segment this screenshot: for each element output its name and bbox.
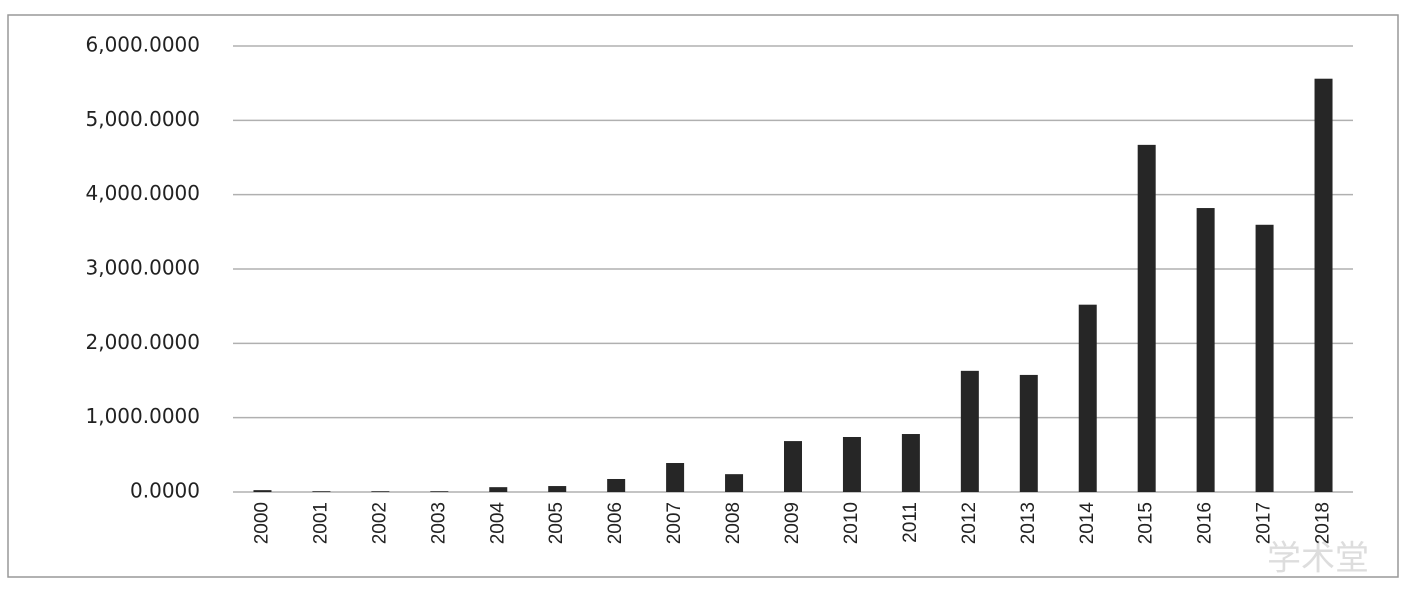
- x-tick-label: 2015: [1136, 502, 1157, 544]
- y-tick-label: 5,000.0000: [85, 107, 200, 131]
- bar: [842, 436, 861, 492]
- x-tick-label: 2002: [369, 502, 390, 544]
- x-tick-label: 2013: [1018, 502, 1039, 544]
- bar: [784, 441, 802, 492]
- bar: [1019, 374, 1038, 492]
- bar: [430, 491, 449, 492]
- bar: [548, 486, 567, 492]
- watermark: 学术堂: [1267, 539, 1369, 579]
- x-tick-label: 2009: [782, 502, 803, 544]
- bar: [312, 491, 331, 492]
- y-tick-label: 0.0000: [130, 479, 200, 503]
- y-tick-label: 6,000.0000: [85, 33, 200, 57]
- y-tick-label: 3,000.0000: [85, 256, 200, 280]
- y-tick-label: 2,000.0000: [85, 330, 200, 354]
- bar: [960, 370, 979, 492]
- x-tick-label: 2007: [664, 502, 685, 544]
- x-tick-label: 2004: [487, 502, 508, 545]
- bar: [901, 434, 920, 492]
- x-tick-label: 2008: [723, 502, 744, 544]
- x-tick-label: 2001: [310, 502, 331, 544]
- x-tick-label: 2005: [546, 502, 567, 544]
- y-tick-label: 1,000.0000: [85, 404, 200, 428]
- bar: [1255, 224, 1274, 492]
- x-tick-label: 2018: [1313, 502, 1334, 544]
- bar: [1137, 144, 1156, 492]
- chart-frame: [7, 14, 1399, 578]
- bar: [1314, 78, 1333, 492]
- bar: [666, 463, 685, 492]
- x-tick-label: 2000: [251, 502, 272, 544]
- bar: [1196, 208, 1215, 492]
- x-tick-label: 2003: [428, 502, 449, 544]
- x-tick-label: 2011: [900, 502, 921, 543]
- x-tick-label: 2016: [1195, 502, 1216, 544]
- bar: [607, 478, 626, 492]
- bar: [1078, 304, 1097, 492]
- x-tick-label: 2017: [1254, 502, 1275, 544]
- bar: [489, 487, 508, 492]
- x-tick-label: 2010: [841, 502, 862, 544]
- bar: [371, 491, 390, 492]
- x-tick-label: 2006: [605, 502, 626, 544]
- bar: [725, 474, 744, 492]
- y-tick-label: 4,000.0000: [85, 181, 200, 205]
- bar: [253, 490, 272, 492]
- x-tick-label: 2014: [1077, 502, 1098, 545]
- x-tick-label: 2012: [959, 502, 980, 544]
